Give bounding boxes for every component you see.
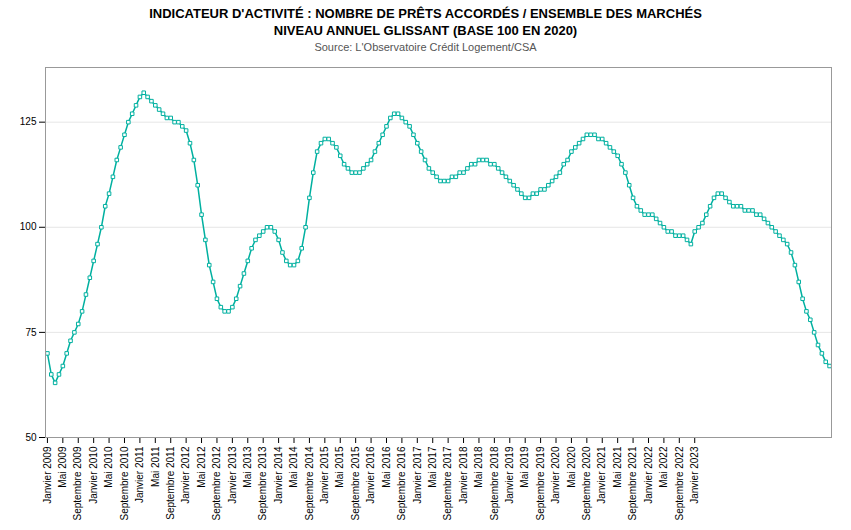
svg-text:Mai 2020: Mai 2020 — [566, 446, 577, 488]
svg-text:Mai 2021: Mai 2021 — [612, 446, 623, 488]
svg-text:Septembre 2012: Septembre 2012 — [211, 446, 222, 520]
svg-text:Mai 2011: Mai 2011 — [150, 446, 161, 487]
svg-text:Janvier 2021: Janvier 2021 — [596, 446, 607, 504]
svg-text:Janvier 2011: Janvier 2011 — [134, 446, 145, 503]
svg-text:Septembre 2021: Septembre 2021 — [627, 446, 638, 520]
svg-text:Janvier 2018: Janvier 2018 — [458, 446, 469, 504]
svg-text:Mai 2019: Mai 2019 — [519, 446, 530, 488]
svg-text:Janvier 2014: Janvier 2014 — [273, 446, 284, 504]
svg-text:75: 75 — [25, 327, 37, 338]
svg-text:Mai 2016: Mai 2016 — [381, 446, 392, 488]
svg-text:Janvier 2012: Janvier 2012 — [180, 446, 191, 504]
svg-text:Mai 2018: Mai 2018 — [473, 446, 484, 488]
svg-text:Septembre 2017: Septembre 2017 — [442, 446, 453, 520]
svg-text:Septembre 2019: Septembre 2019 — [535, 446, 546, 520]
svg-text:Septembre 2014: Septembre 2014 — [304, 446, 315, 520]
svg-text:Mai 2009: Mai 2009 — [57, 446, 68, 488]
svg-text:Septembre 2009: Septembre 2009 — [72, 446, 83, 520]
svg-text:Mai 2010: Mai 2010 — [103, 446, 114, 488]
svg-text:Janvier 2010: Janvier 2010 — [88, 446, 99, 504]
svg-text:125: 125 — [20, 116, 37, 127]
svg-text:Janvier 2016: Janvier 2016 — [365, 446, 376, 504]
svg-text:Septembre 2010: Septembre 2010 — [119, 446, 130, 520]
svg-text:Septembre 2018: Septembre 2018 — [489, 446, 500, 520]
svg-text:100: 100 — [20, 221, 37, 232]
svg-text:Janvier 2013: Janvier 2013 — [227, 446, 238, 504]
svg-text:Mai 2013: Mai 2013 — [242, 446, 253, 488]
svg-text:Mai 2015: Mai 2015 — [334, 446, 345, 488]
svg-text:Mai 2022: Mai 2022 — [658, 446, 669, 488]
svg-text:Septembre 2016: Septembre 2016 — [396, 446, 407, 520]
svg-text:50: 50 — [25, 432, 37, 443]
svg-text:Janvier 2017: Janvier 2017 — [412, 446, 423, 504]
svg-text:Septembre 2011: Septembre 2011 — [165, 446, 176, 520]
svg-text:Janvier 2019: Janvier 2019 — [504, 446, 515, 504]
svg-text:Septembre 2013: Septembre 2013 — [257, 446, 268, 520]
svg-text:Janvier 2023: Janvier 2023 — [689, 446, 700, 504]
svg-text:Mai 2014: Mai 2014 — [288, 446, 299, 488]
svg-text:Septembre 2020: Septembre 2020 — [581, 446, 592, 520]
svg-text:Septembre 2015: Septembre 2015 — [350, 446, 361, 520]
svg-text:Mai 2017: Mai 2017 — [427, 446, 438, 488]
svg-text:Janvier 2015: Janvier 2015 — [319, 446, 330, 504]
html-text:NIVEAU ANNUEL GLISSANT (BASE 1: NIVEAU ANNUEL GLISSANT (BASE 100 EN 2020… — [273, 23, 578, 38]
svg-text:Janvier 2022: Janvier 2022 — [643, 446, 654, 504]
html-text:Source: L'Observatoire Crédit: Source: L'Observatoire Crédit Logement/C… — [314, 41, 537, 53]
svg-text:Janvier 2009: Janvier 2009 — [42, 446, 53, 504]
svg-text:Janvier 2020: Janvier 2020 — [550, 446, 561, 504]
svg-text:Mai 2012: Mai 2012 — [196, 446, 207, 488]
svg-text:Septembre 2022: Septembre 2022 — [674, 446, 685, 520]
html-text:INDICATEUR D'ACTIVITÉ : NOMBRE: INDICATEUR D'ACTIVITÉ : NOMBRE DE PRÊTS … — [149, 6, 702, 21]
